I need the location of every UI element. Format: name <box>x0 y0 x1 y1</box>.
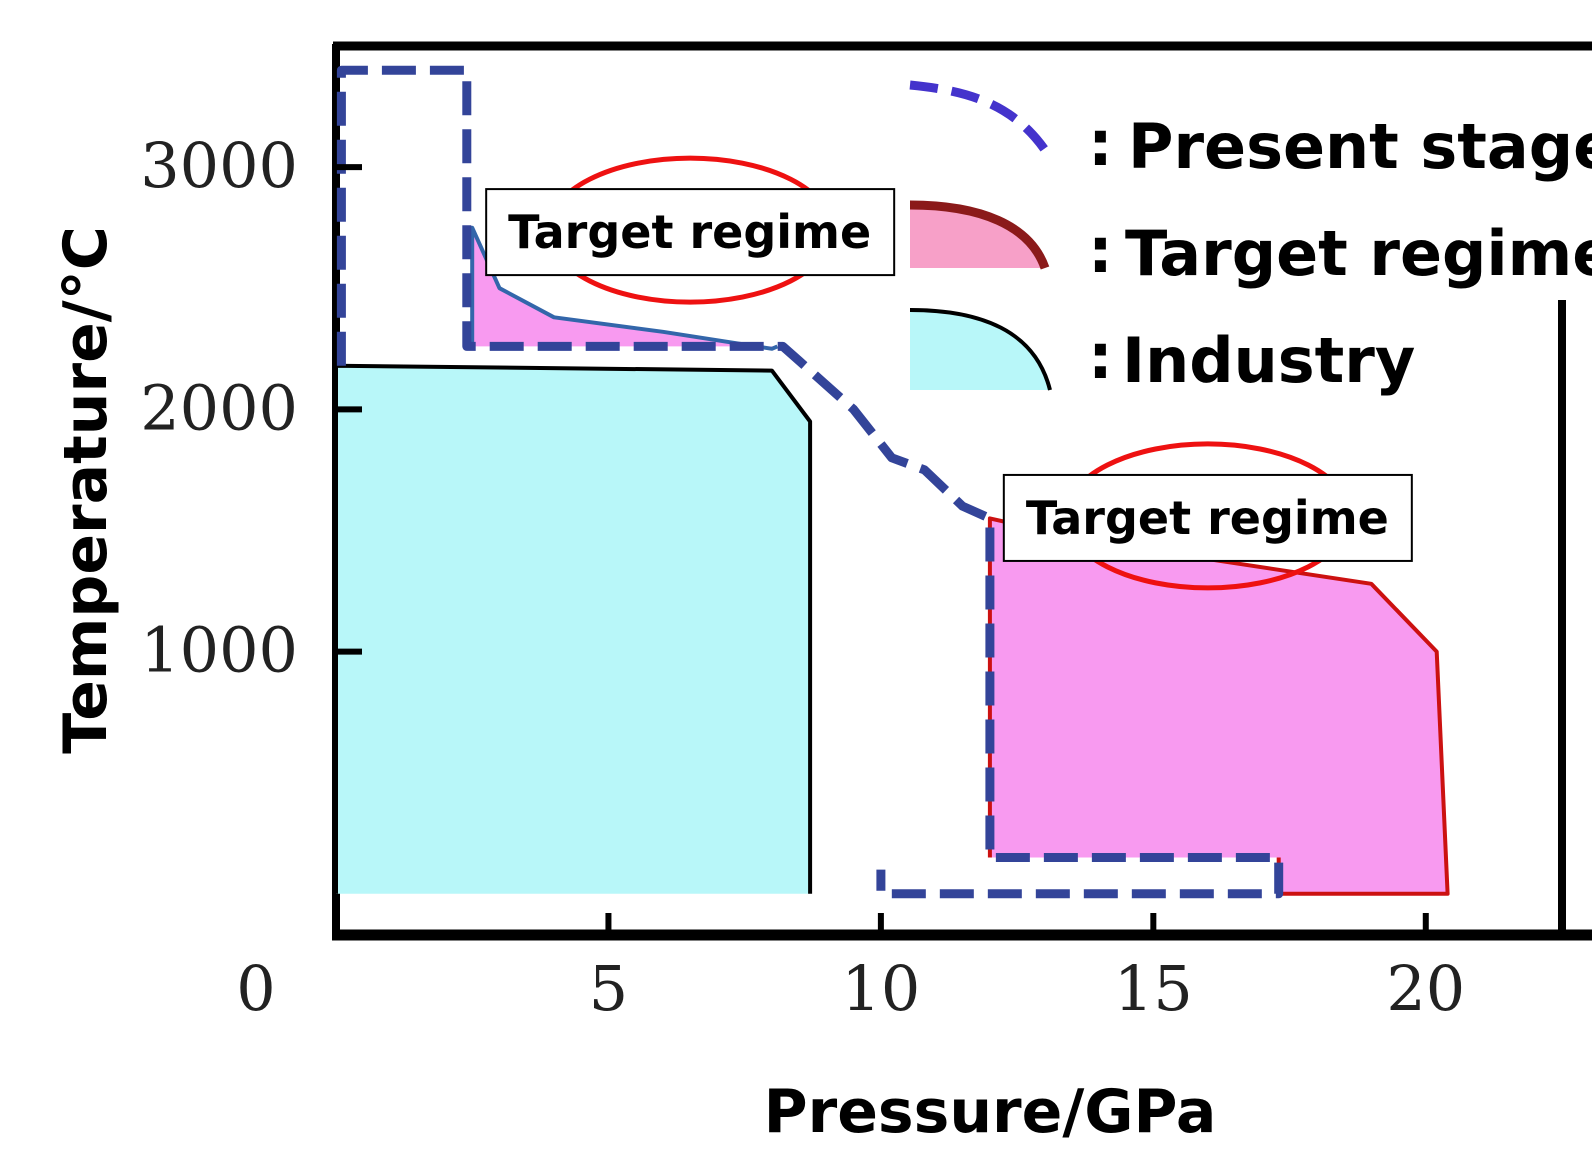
x-tick-label: 15 <box>1114 952 1193 1025</box>
region-target-regime-1 <box>472 227 778 349</box>
legend-bullet: : <box>1088 320 1113 393</box>
annotation-label: Target regime <box>1026 491 1389 545</box>
legend-swatch-target-regime <box>910 205 1045 268</box>
y-tick-label: 2000 <box>140 371 298 444</box>
x-axis-title: Pressure/GPa <box>764 1077 1217 1147</box>
x-tick-label: 5 <box>589 952 628 1025</box>
region-industry-0 <box>336 365 811 894</box>
x-tick-label: 20 <box>1386 952 1465 1025</box>
legend-bullet: : <box>1088 107 1113 180</box>
legend-swatch-industry <box>910 310 1050 390</box>
annotation-box <box>1002 473 1413 562</box>
legend: : Present stage : Target regime : Indust… <box>909 80 1592 397</box>
region-target-regime-2 <box>989 518 1448 894</box>
x-tick-label: 0 <box>236 952 275 1025</box>
region-edge-0 <box>334 363 813 894</box>
y-axis-title: Temperature/°C <box>51 226 121 754</box>
boundary-line-present-stage <box>336 65 1284 899</box>
legend-swatch-present-stage <box>909 80 1049 153</box>
x-tick-label: 10 <box>841 952 920 1025</box>
legend-label-present-stage: Present stage <box>1128 110 1592 183</box>
legend-swatch-industry-edge <box>909 308 1052 391</box>
regions-layer <box>334 225 1450 896</box>
annotation-box <box>485 188 896 277</box>
annotation-label: Target regime <box>508 205 871 259</box>
legend-label-industry: Industry <box>1122 324 1415 397</box>
legend-bullet: : <box>1088 214 1113 287</box>
y-tick-label: 1000 <box>140 614 298 687</box>
annotations-layer: Target regime Target regime <box>485 155 1413 591</box>
legend-swatch-target-regime-edge <box>909 200 1050 270</box>
ticks-layer: 0 5 10 15 20 1000 2000 3000 <box>140 129 1465 1025</box>
y-tick-label: 3000 <box>140 129 298 202</box>
boundary-lines-layer <box>336 65 1284 899</box>
region-edge-1 <box>470 225 779 351</box>
legend-label-target-regime: Target regime <box>1125 217 1592 290</box>
